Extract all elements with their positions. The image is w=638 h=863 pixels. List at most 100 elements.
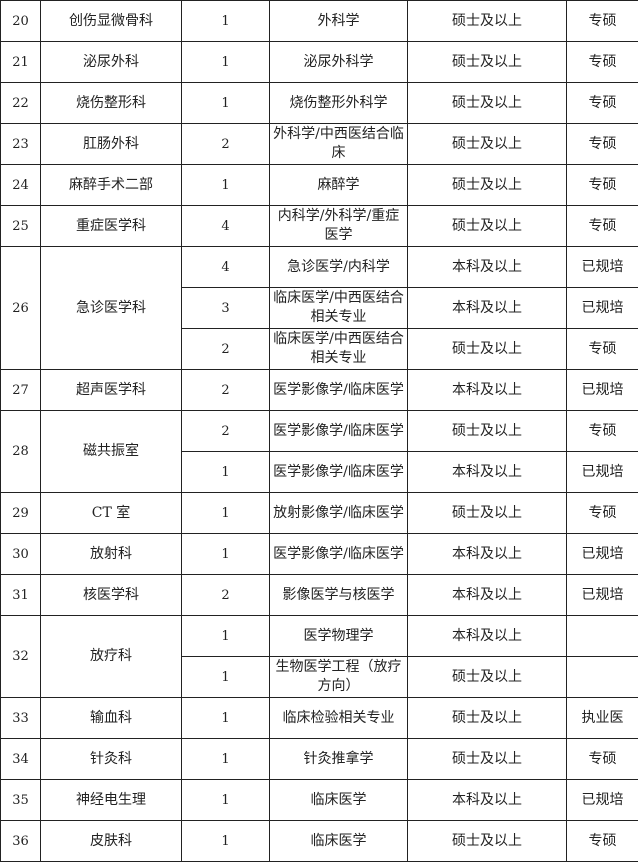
table-row: 35 神经电生理 1 临床医学 本科及以上 已规培 [0,779,638,821]
major-requirement: 医学影像学/临床医学 [269,369,408,411]
degree-requirement: 本科及以上 [407,369,567,411]
table-row: 3 临床医学/中西医结合相关专业 本科及以上 已规培 [1,287,638,329]
row-number: 31 [0,574,41,616]
department-name: 放疗科 [40,615,182,698]
major-requirement: 外科学/中西医结合临床 [269,123,408,165]
position-count: 1 [181,451,270,493]
row-number: 32 [0,615,41,698]
other-requirement: 专硕 [566,820,638,862]
other-requirement: 已规培 [566,779,638,821]
other-requirement: 专硕 [566,738,638,780]
position-count: 2 [181,369,270,411]
table-row: 24 麻醉手术二部 1 麻醉学 硕士及以上 专硕 [0,164,638,206]
row-number: 28 [0,410,41,493]
table-row: 28 磁共振室 2 医学影像学/临床医学 硕士及以上 专硕 [0,410,638,493]
row-number: 21 [0,41,41,83]
table-row: 32 放疗科 1 医学物理学 本科及以上 [0,615,638,698]
other-requirement: 专硕 [566,41,638,83]
degree-requirement: 硕士及以上 [407,820,567,862]
other-requirement [566,615,638,657]
table-row: 33 输血科 1 临床检验相关专业 硕士及以上 执业医 [0,697,638,739]
table-row: 30 放射科 1 医学影像学/临床医学 本科及以上 已规培 [0,533,638,575]
major-requirement: 影像医学与核医学 [269,574,408,616]
row-number: 34 [0,738,41,780]
degree-requirement: 本科及以上 [407,779,567,821]
department-name: 急诊医学科 [40,246,182,370]
position-count: 1 [181,615,270,657]
position-count: 4 [181,246,270,288]
other-requirement: 已规培 [566,287,638,329]
major-requirement: 针灸推拿学 [269,738,408,780]
major-requirement: 外科学 [269,0,408,42]
table-row: 29 CT 室 1 放射影像学/临床医学 硕士及以上 专硕 [0,492,638,534]
row-number: 29 [0,492,41,534]
row-number: 30 [0,533,41,575]
table-row: 27 超声医学科 2 医学影像学/临床医学 本科及以上 已规培 [0,369,638,411]
row-number: 26 [0,246,41,370]
degree-requirement: 本科及以上 [407,246,567,288]
degree-requirement: 硕士及以上 [407,205,567,247]
position-count: 3 [181,287,270,329]
department-name: 创伤显微骨科 [40,0,182,42]
position-count: 1 [181,697,270,739]
department-name: 针灸科 [40,738,182,780]
degree-requirement: 本科及以上 [407,574,567,616]
other-requirement: 已规培 [566,246,638,288]
degree-requirement: 硕士及以上 [407,41,567,83]
row-number: 24 [0,164,41,206]
position-count: 1 [181,656,270,698]
table-row: 25 重症医学科 4 内科学/外科学/重症医学 硕士及以上 专硕 [0,205,638,247]
major-requirement: 烧伤整形外科学 [269,82,408,124]
department-name: 肛肠外科 [40,123,182,165]
row-number: 25 [0,205,41,247]
department-name: 神经电生理 [40,779,182,821]
position-count: 2 [181,410,270,452]
department-name: 泌尿外科 [40,41,182,83]
row-number: 35 [0,779,41,821]
row-number: 36 [0,820,41,862]
position-count: 2 [181,574,270,616]
department-name: 输血科 [40,697,182,739]
department-name: 麻醉手术二部 [40,164,182,206]
major-requirement: 临床医学 [269,820,408,862]
degree-requirement: 硕士及以上 [407,82,567,124]
table-row: 34 针灸科 1 针灸推拿学 硕士及以上 专硕 [0,738,638,780]
other-requirement: 专硕 [566,123,638,165]
degree-requirement: 硕士及以上 [407,697,567,739]
major-requirement: 临床医学/中西医结合相关专业 [269,328,408,370]
major-requirement: 麻醉学 [269,164,408,206]
position-count: 2 [181,123,270,165]
other-requirement: 专硕 [566,492,638,534]
table-row: 36 皮肤科 1 临床医学 硕士及以上 专硕 [0,820,638,862]
position-count: 1 [181,779,270,821]
degree-requirement: 硕士及以上 [407,410,567,452]
row-number: 22 [0,82,41,124]
degree-requirement: 本科及以上 [407,615,567,657]
major-requirement: 内科学/外科学/重症医学 [269,205,408,247]
department-name: 放射科 [40,533,182,575]
other-requirement [566,656,638,698]
other-requirement: 专硕 [566,164,638,206]
degree-requirement: 硕士及以上 [407,656,567,698]
other-requirement: 已规培 [566,574,638,616]
department-name: 重症医学科 [40,205,182,247]
major-requirement: 临床医学/中西医结合相关专业 [269,287,408,329]
degree-requirement: 硕士及以上 [407,164,567,206]
degree-requirement: 硕士及以上 [407,123,567,165]
position-count: 1 [181,738,270,780]
other-requirement: 执业医 [566,697,638,739]
degree-requirement: 硕士及以上 [407,738,567,780]
major-requirement: 医学影像学/临床医学 [269,533,408,575]
department-name: 烧伤整形科 [40,82,182,124]
department-name: CT 室 [40,492,182,534]
major-requirement: 生物医学工程（放疗方向） [269,656,408,698]
row-number: 23 [0,123,41,165]
other-requirement: 专硕 [566,82,638,124]
position-count: 1 [181,533,270,575]
department-name: 核医学科 [40,574,182,616]
other-requirement: 专硕 [566,328,638,370]
department-name: 皮肤科 [40,820,182,862]
other-requirement: 已规培 [566,369,638,411]
